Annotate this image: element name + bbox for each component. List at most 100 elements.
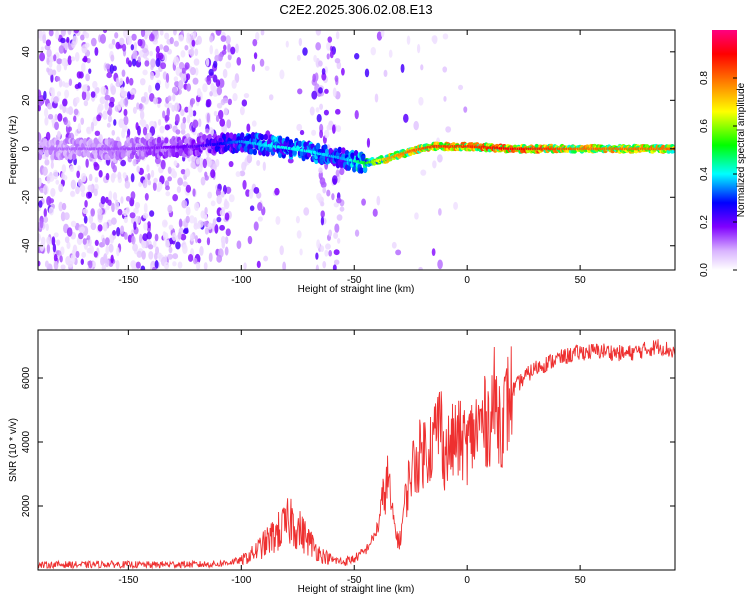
spectrogram-cell [259,58,265,67]
spectrogram-cell [98,134,103,143]
spectrogram-cell [173,56,180,66]
spectrogram-cell [296,54,301,61]
spectrogram-cell [175,113,180,124]
spectrogram-cell [236,57,242,66]
spectrogram-cell [302,47,308,56]
spectrogram-cell [119,37,125,46]
spectrogram-cell [120,225,125,235]
spectrogram-x-tick-label: -100 [231,275,251,286]
spectrogram-cell [326,189,331,197]
spectrogram-y-tick-label: -20 [21,190,32,205]
spectrogram-cell [194,48,199,56]
snr-x-tick-label: -50 [347,575,362,586]
spectrogram-cell [38,132,42,142]
spectrogram-cell [114,32,119,39]
spectrogram-cell [180,168,186,175]
spectrogram-cell [241,99,248,107]
spectrogram-cell [215,30,222,36]
spectrogram-cell [144,60,150,67]
spectrogram-cell [142,47,148,54]
spectrogram-cell [243,262,247,270]
spectrogram-cell [119,78,124,86]
spectrogram-cell [84,42,90,48]
spectrogram-cell [55,30,60,40]
spectrogram-cell [86,57,91,64]
spectrogram-cell [44,260,49,268]
spectrogram-cell [113,119,117,126]
spectrogram-cell [67,30,72,36]
spectrogram-cell [142,179,148,189]
spectrogram-cell [320,201,325,207]
spectrogram-cell [186,114,191,124]
spectrogram-cell [126,35,133,45]
spectrogram-cell [142,212,149,219]
spectrogram-cell [80,258,85,265]
spectrogram-cell [167,95,172,102]
snr-x-tick-label: -150 [118,575,138,586]
spectrogram-cell [296,123,303,132]
spectrogram-cell [142,233,149,242]
spectrogram-cell [335,169,340,178]
spectrogram-cell [209,35,214,43]
spectrogram-cell [110,217,117,225]
spectrogram-cell [39,242,45,252]
spectrogram-cell [246,154,253,164]
spectrogram-cell [156,136,162,144]
spectrogram-cell [225,61,232,69]
spectrogram-cell [203,262,208,270]
spectrogram-y-label: Frequency (Hz) [8,116,19,185]
spectrogram-cell [274,187,280,196]
spectrogram-cell [135,261,141,269]
spectrogram-cell [442,33,449,40]
spectrogram-cell [216,254,223,263]
spectrogram-cell [328,229,333,237]
spectrogram-cell [431,248,436,256]
spectrogram-cell [147,132,152,138]
spectrogram-cell [51,236,56,246]
spectrogram-cell [93,161,99,168]
spectrogram-cell [214,54,220,62]
spectrogram-cell [86,235,91,241]
spectrogram-cell [120,196,124,204]
spectrogram-cell [263,255,269,262]
spectrogram-cell [311,90,318,100]
spectrogram-cell [112,65,117,72]
spectrogram-cell [146,164,150,172]
spectrogram-cell [366,137,371,148]
spectrogram-cell [90,37,97,47]
spectrogram-cell [326,53,330,60]
spectrogram-cell [177,261,183,269]
spectrogram-cell [376,195,381,206]
spectrogram-cell [403,113,409,123]
spectrogram-cell [149,120,155,128]
spectrogram-cell [58,183,64,193]
spectrogram-cell [76,170,80,179]
spectrogram-cell [212,218,217,227]
spectrogram-cell [62,98,68,107]
spectrogram-cell [105,172,110,181]
spectrogram-cell [66,241,71,250]
spectrogram-cell [132,158,137,167]
spectrogram-cell [321,72,327,81]
spectrogram-cell [195,158,200,165]
spectrogram-cell [333,232,339,239]
spectrogram-cell [231,79,237,89]
snr-y-axis: 2000 4000 6000 [21,366,675,517]
spectrogram-cell [400,63,405,73]
spectrogram-cell [192,77,199,85]
spectrogram-cell [107,115,112,123]
spectrogram-cell [102,222,108,232]
spectrogram-cell [116,226,121,237]
spectrogram-cell [331,193,335,201]
spectrogram-cell [121,129,126,139]
spectrogram-cell [156,186,161,193]
spectrogram-cell [110,85,117,96]
spectrogram-cell [319,129,324,139]
spectrogram-cell [420,64,424,71]
spectrogram-cell [100,196,106,205]
spectrogram-cell [334,75,339,82]
spectrogram-cell [172,261,177,267]
spectrogram-cell [123,30,129,39]
spectrogram-cell [137,56,141,63]
spectrogram-cell [154,252,158,261]
